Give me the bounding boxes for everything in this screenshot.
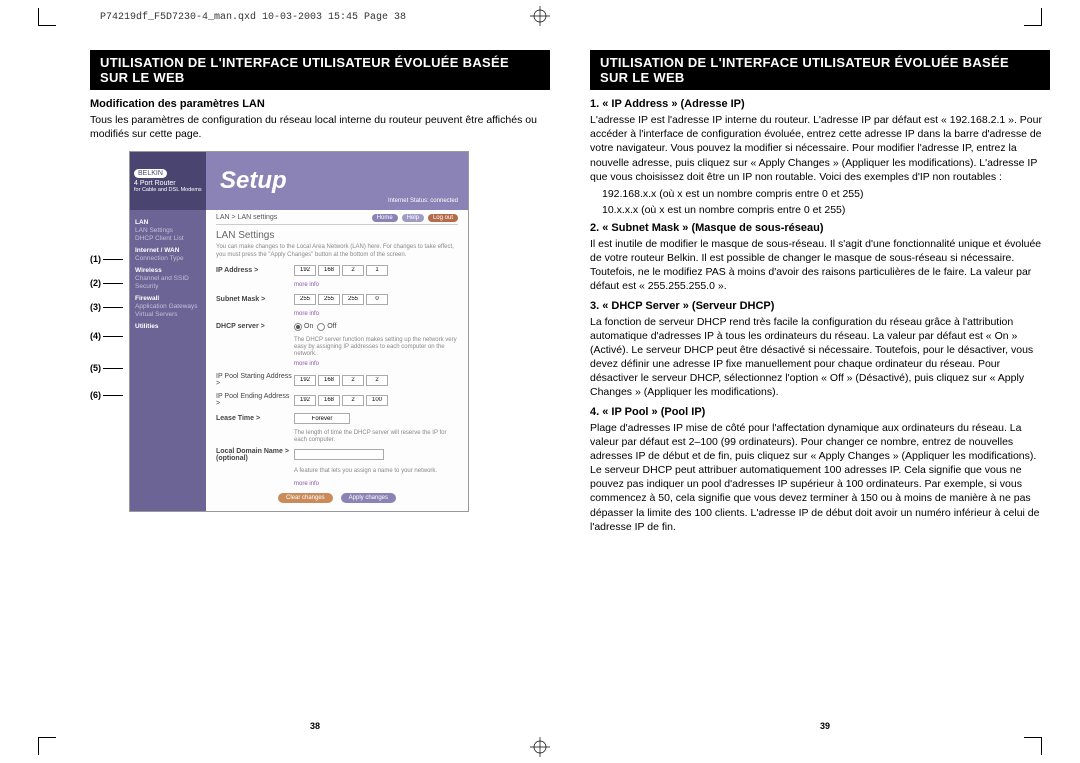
ipend-2[interactable] xyxy=(318,395,340,406)
ip-oct3[interactable] xyxy=(342,265,364,276)
page-header-left: UTILISATION DE L'INTERFACE UTILISATEUR É… xyxy=(90,50,550,90)
setup-title: Setup xyxy=(220,167,287,195)
mask-label: Subnet Mask > xyxy=(216,296,294,303)
panel-note: You can make changes to the Local Area N… xyxy=(216,244,458,258)
page-left: UTILISATION DE L'INTERFACE UTILISATEUR É… xyxy=(80,50,560,713)
more-info-dhcp[interactable]: more info xyxy=(294,361,319,367)
router-ui-screenshot: BELKIN 4 Port Router for Cable and DSL M… xyxy=(129,151,469,512)
ss-sidebar: LAN LAN Settings DHCP Client List Intern… xyxy=(130,210,206,511)
ip-oct4[interactable] xyxy=(366,265,388,276)
s1-title: 1. « IP Address » (Adresse IP) xyxy=(590,98,1050,110)
lease-note: The length of time the DHCP server will … xyxy=(294,430,458,444)
nav-conn-type[interactable]: Connection Type xyxy=(135,255,201,262)
crop-mark-tr xyxy=(1024,8,1042,26)
callout-1: (1) xyxy=(90,254,101,264)
ipend-3[interactable] xyxy=(342,395,364,406)
page-number-right: 39 xyxy=(820,721,830,731)
registration-mark-top xyxy=(530,6,550,26)
dhcp-on-radio[interactable] xyxy=(294,323,302,331)
nav-security[interactable]: Security xyxy=(135,283,201,290)
logout-button[interactable]: Log out xyxy=(428,214,458,222)
page-right: UTILISATION DE L'INTERFACE UTILISATEUR É… xyxy=(580,50,1060,713)
ipend-1[interactable] xyxy=(294,395,316,406)
s4-text: Plage d'adresses IP mise de côté pour l'… xyxy=(590,421,1050,534)
internet-status: Internet Status: connected xyxy=(388,198,458,204)
ipstart-label: IP Pool Starting Address > xyxy=(216,373,294,387)
nav-appgw[interactable]: Application Gateways xyxy=(135,303,201,310)
page-header-right: UTILISATION DE L'INTERFACE UTILISATEUR É… xyxy=(590,50,1050,90)
callout-3: (3) xyxy=(90,302,101,312)
print-header: P74219df_F5D7230-4_man.qxd 10-03-2003 15… xyxy=(100,12,406,23)
callout-5: (5) xyxy=(90,363,101,373)
s1-ex2: 10.x.x.x (où x est un nombre compris ent… xyxy=(602,204,1050,216)
nav-wan[interactable]: Internet / WAN xyxy=(135,247,201,254)
breadcrumb: LAN > LAN settings xyxy=(216,214,277,222)
left-section-title: Modification des paramètres LAN xyxy=(90,98,550,110)
callout-numbers: (1) (2) (3) (4) (5) (6) xyxy=(90,151,123,512)
mask-oct3[interactable] xyxy=(342,294,364,305)
ipstart-4[interactable] xyxy=(366,375,388,386)
nav-channel[interactable]: Channel and SSID xyxy=(135,275,201,282)
ipend-4[interactable] xyxy=(366,395,388,406)
crop-mark-bl xyxy=(38,737,56,755)
brand-sub2: for Cable and DSL Modems xyxy=(134,187,202,193)
registration-mark-bottom xyxy=(530,737,550,757)
dhcp-note: The DHCP server function makes setting u… xyxy=(294,337,458,359)
brand-logo: BELKIN xyxy=(134,169,167,178)
s2-title: 2. « Subnet Mask » (Masque de sous-résea… xyxy=(590,222,1050,234)
mask-oct4[interactable] xyxy=(366,294,388,305)
more-info-domain[interactable]: more info xyxy=(294,481,319,487)
ipstart-1[interactable] xyxy=(294,375,316,386)
s4-title: 4. « IP Pool » (Pool IP) xyxy=(590,406,1050,418)
ip-label: IP Address > xyxy=(216,267,294,274)
ss-setup-banner: Setup Internet Status: connected xyxy=(206,152,468,210)
crop-mark-br xyxy=(1024,737,1042,755)
nav-wireless[interactable]: Wireless xyxy=(135,267,201,274)
nav-lan[interactable]: LAN xyxy=(135,219,201,226)
home-button[interactable]: Home xyxy=(372,214,398,222)
nav-utilities[interactable]: Utilities xyxy=(135,323,201,330)
crop-mark-tl xyxy=(38,8,56,26)
dhcp-on-text: On xyxy=(304,323,313,330)
brand-sub1: 4 Port Router xyxy=(134,180,202,187)
s2-text: Il est inutile de modifier le masque de … xyxy=(590,237,1050,294)
lease-label: Lease Time > xyxy=(216,415,294,422)
more-info-mask[interactable]: more info xyxy=(294,311,319,317)
ipstart-2[interactable] xyxy=(318,375,340,386)
ip-oct2[interactable] xyxy=(318,265,340,276)
mask-oct1[interactable] xyxy=(294,294,316,305)
dhcp-off-radio[interactable] xyxy=(317,323,325,331)
nav-lan-settings[interactable]: LAN Settings xyxy=(135,227,201,234)
domain-label: Local Domain Name > (optional) xyxy=(216,448,294,462)
nav-dhcp-list[interactable]: DHCP Client List xyxy=(135,235,201,242)
s1-ex1: 192.168.x.x (où x est un nombre compris … xyxy=(602,188,1050,200)
s3-text: La fonction de serveur DHCP rend très fa… xyxy=(590,315,1050,400)
s1-text: L'adresse IP est l'adresse IP interne du… xyxy=(590,113,1050,184)
more-info-ip[interactable]: more info xyxy=(294,282,319,288)
mask-oct2[interactable] xyxy=(318,294,340,305)
callout-4: (4) xyxy=(90,331,101,341)
apply-changes-button[interactable]: Apply changes xyxy=(341,493,396,503)
ss-brand-panel: BELKIN 4 Port Router for Cable and DSL M… xyxy=(130,152,206,210)
dhcp-off-text: Off xyxy=(327,323,336,330)
left-intro-text: Tous les paramètres de configuration du … xyxy=(90,113,550,141)
callout-2: (2) xyxy=(90,278,101,288)
ss-main: LAN > LAN settings Home Help Log out LAN… xyxy=(206,210,468,511)
ipend-label: IP Pool Ending Address > xyxy=(216,393,294,407)
clear-changes-button[interactable]: Clear changes xyxy=(278,493,333,503)
ip-oct1[interactable] xyxy=(294,265,316,276)
lease-select[interactable] xyxy=(294,413,350,424)
page-number-left: 38 xyxy=(310,721,320,731)
panel-title: LAN Settings xyxy=(216,230,458,241)
callout-6: (6) xyxy=(90,390,101,400)
s3-title: 3. « DHCP Server » (Serveur DHCP) xyxy=(590,300,1050,312)
dhcp-label: DHCP server > xyxy=(216,323,294,330)
help-button[interactable]: Help xyxy=(402,214,424,222)
nav-vservers[interactable]: Virtual Servers xyxy=(135,311,201,318)
domain-note: A feature that lets you assign a name to… xyxy=(294,468,458,475)
domain-input[interactable] xyxy=(294,449,384,460)
ipstart-3[interactable] xyxy=(342,375,364,386)
nav-firewall[interactable]: Firewall xyxy=(135,295,201,302)
